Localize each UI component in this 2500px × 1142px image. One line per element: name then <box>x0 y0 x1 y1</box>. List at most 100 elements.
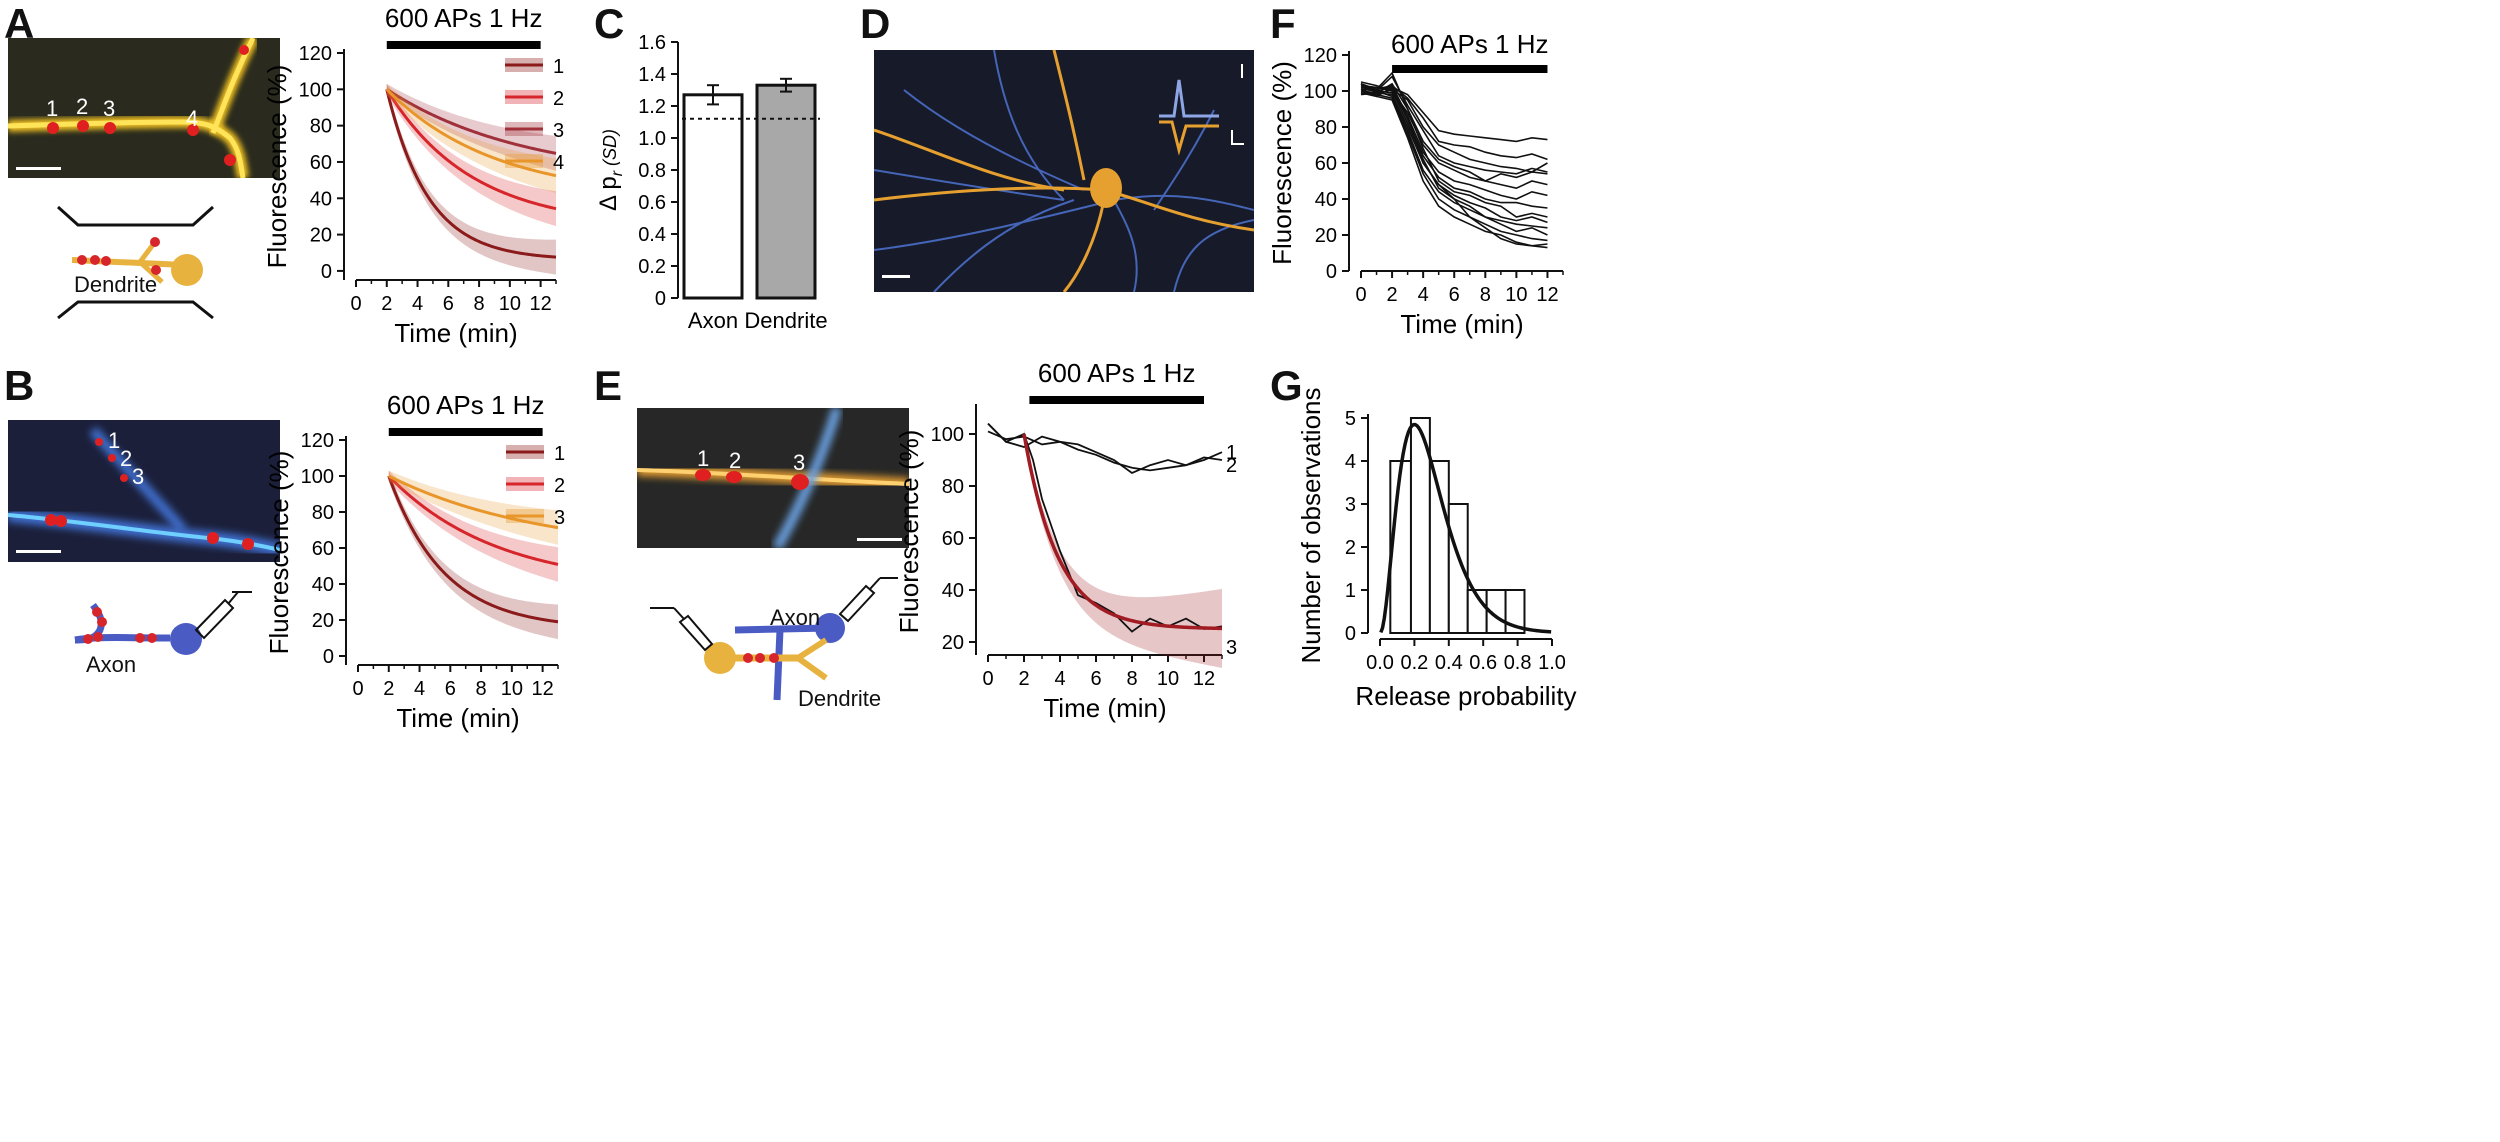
B-x-tick-1: 2 <box>383 678 394 700</box>
E-y-tick-2: 60 <box>942 528 964 550</box>
micrograph-e-image <box>637 408 909 548</box>
B-y-tick-2: 40 <box>312 574 334 596</box>
G-y-tick-1: 1 <box>1345 580 1356 602</box>
micro-b-label-3: 3 <box>132 464 145 489</box>
A-legend-label-2: 2 <box>553 88 564 110</box>
G-bar-3 <box>1447 503 1469 634</box>
A-y-tick-5: 100 <box>299 79 332 101</box>
E-trace-label-3: 3 <box>1226 637 1237 659</box>
micrograph-e: 1 2 3 <box>637 408 909 548</box>
G-x-tick-2: 0.4 <box>1435 652 1463 674</box>
A-x-tick-4: 8 <box>474 293 485 315</box>
F-x-tick-2: 4 <box>1418 284 1429 306</box>
C-y-tick-1: 0.2 <box>638 256 666 278</box>
A-band-3 <box>386 83 556 171</box>
F-stim-bar <box>1392 65 1548 73</box>
A-x-tick-3: 6 <box>443 293 454 315</box>
micrograph-d <box>874 50 1254 292</box>
G-bar-6 <box>1504 589 1526 634</box>
F-trace-10 <box>1360 86 1548 229</box>
G-y-label: Number of observations <box>1296 387 1326 663</box>
A-band-2 <box>386 83 556 227</box>
F-x-tick-4: 8 <box>1480 284 1491 306</box>
C-category-0: Axon <box>688 308 738 333</box>
E-y-tick-4: 100 <box>931 424 964 446</box>
F-x-tick-0: 0 <box>1355 284 1366 306</box>
B-legend-label-3: 3 <box>554 507 565 529</box>
F-x-tick-5: 10 <box>1505 284 1527 306</box>
G-x-tick-1: 0.2 <box>1400 652 1428 674</box>
E-trace-2 <box>987 430 1223 472</box>
micro-e-label-1: 1 <box>697 446 710 471</box>
B-x-tick-2: 4 <box>414 678 425 700</box>
panel-letter-e: E <box>594 362 623 409</box>
panel-letter-f: F <box>1270 0 1296 47</box>
panel-letter-b: B <box>4 362 35 409</box>
E-x-tick-4: 8 <box>1126 668 1137 690</box>
micro-b-label-1: 1 <box>108 428 121 453</box>
A-stim-bar <box>386 41 541 49</box>
B-x-tick-6: 12 <box>531 678 553 700</box>
C-category-1: Dendrite <box>744 308 827 333</box>
B-band-1 <box>388 470 558 640</box>
B-x-tick-3: 6 <box>445 678 456 700</box>
E-stim-bar <box>1029 396 1204 404</box>
A-y-tick-3: 60 <box>310 152 332 174</box>
B-series-2 <box>387 474 559 566</box>
E-x-tick-5: 10 <box>1157 668 1179 690</box>
A-y-tick-6: 120 <box>299 43 332 65</box>
F-y-tick-1: 20 <box>1315 225 1337 247</box>
F-x-tick-1: 2 <box>1387 284 1398 306</box>
micro-e-label-2: 2 <box>729 448 742 473</box>
C-y-tick-2: 0.4 <box>638 224 666 246</box>
panel-letter-c: C <box>594 0 625 47</box>
F-y-tick-6: 120 <box>1304 45 1337 67</box>
G-y-tick-2: 2 <box>1345 537 1356 559</box>
A-series-1 <box>385 88 557 259</box>
A-series-3 <box>385 88 557 155</box>
B-series-1 <box>387 475 559 624</box>
F-trace-9 <box>1360 90 1548 224</box>
A-x-tick-1: 2 <box>381 293 392 315</box>
micrograph-a: 1 2 3 4 <box>8 38 280 178</box>
A-title: 600 APs 1 Hz <box>385 3 543 33</box>
micrograph-b: 1 2 3 <box>8 420 280 562</box>
A-y-label: Fluorescence (%) <box>262 65 292 269</box>
B-x-tick-5: 10 <box>501 678 523 700</box>
E-x-tick-2: 4 <box>1054 668 1065 690</box>
G-x-tick-5: 1.0 <box>1538 652 1566 674</box>
micro-e-label-3: 3 <box>793 450 806 475</box>
E-title: 600 APs 1 Hz <box>1038 358 1196 388</box>
G-y-tick-4: 4 <box>1345 451 1356 473</box>
F-trace-14 <box>1360 83 1548 249</box>
F-y-tick-2: 40 <box>1315 189 1337 211</box>
micro-a-label-1: 1 <box>46 96 59 121</box>
micrograph-d-image <box>874 50 1254 292</box>
E-x-tick-6: 12 <box>1193 668 1215 690</box>
B-title: 600 APs 1 Hz <box>387 390 545 420</box>
G-y-tick-0: 0 <box>1345 623 1356 645</box>
F-y-tick-4: 80 <box>1315 117 1337 139</box>
G-x-label: Release probability <box>1355 681 1576 711</box>
schematic-a-dendrite-label: Dendrite <box>74 272 158 297</box>
B-stim-bar <box>388 428 543 436</box>
C-y-tick-6: 1.2 <box>638 96 666 118</box>
panel-letter-d: D <box>860 0 891 47</box>
B-series-3 <box>388 474 559 530</box>
A-series-4 <box>385 88 557 178</box>
C-y-label-main: Δ p <box>595 176 622 211</box>
B-y-label: Fluorescence (%) <box>264 451 294 655</box>
F-trace-8 <box>1360 71 1548 218</box>
A-x-tick-5: 10 <box>499 293 521 315</box>
micrograph-a-image <box>8 38 259 178</box>
micro-a-label-4: 4 <box>186 106 199 131</box>
E-x-tick-0: 0 <box>982 668 993 690</box>
B-x-tick-4: 8 <box>476 678 487 700</box>
A-x-tick-0: 0 <box>350 293 361 315</box>
F-x-label: Time (min) <box>1400 309 1523 339</box>
